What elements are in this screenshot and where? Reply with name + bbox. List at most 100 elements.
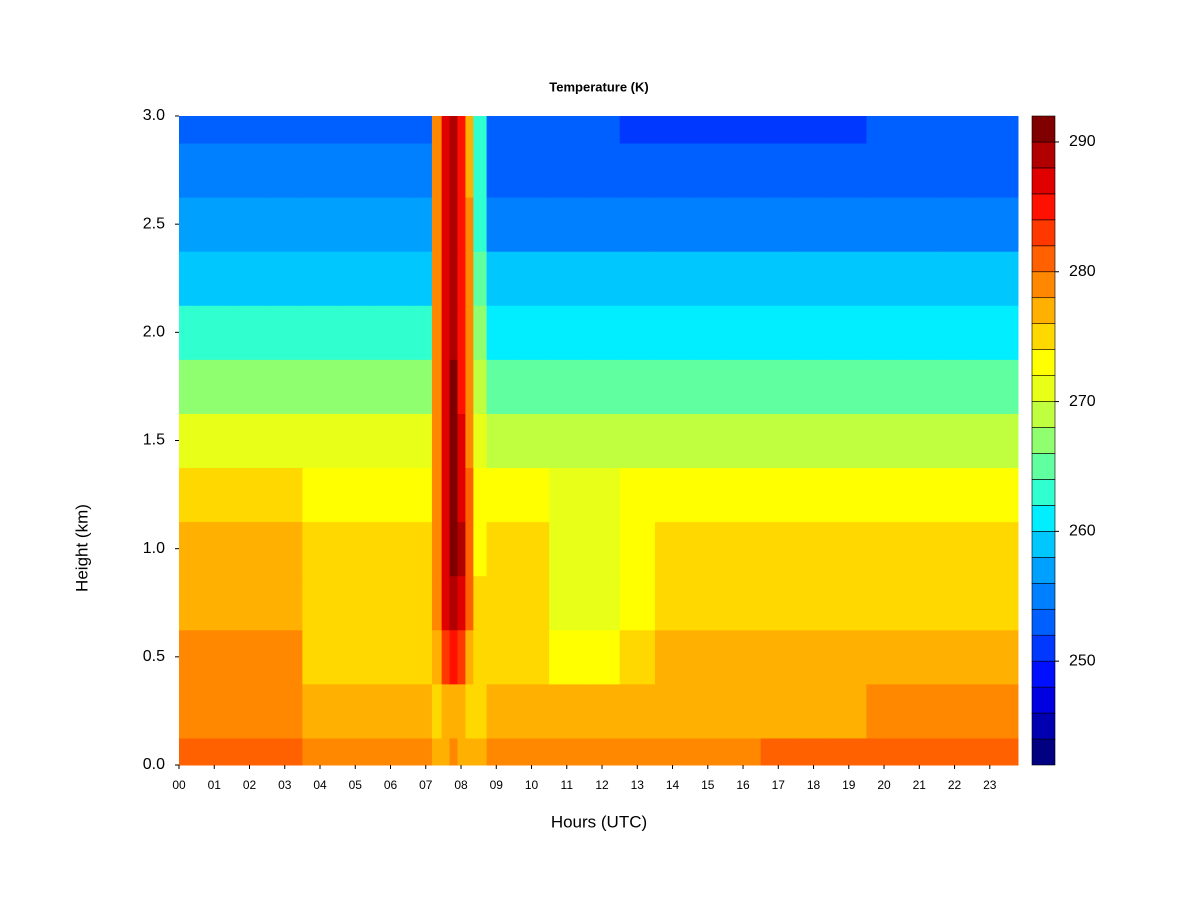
colorbar-tick-label: 280 [1069, 263, 1096, 280]
heat-cell [337, 521, 374, 577]
colorbar-box [1031, 660, 1056, 688]
heat-cell [449, 251, 458, 306]
heat-cell [196, 521, 233, 577]
heat-cell [457, 575, 466, 631]
heat-cell [549, 683, 585, 739]
heat-cell [231, 251, 268, 306]
heat-cell [267, 251, 303, 306]
heat-cell [486, 629, 515, 685]
x-tick-label: 23 [983, 778, 997, 792]
heat-cell [465, 737, 474, 766]
heat-cell [465, 359, 474, 414]
heat-cell [654, 629, 691, 685]
heat-cell [866, 521, 903, 577]
heat-cell [690, 116, 726, 144]
heat-cell [457, 521, 466, 577]
heat-cell [441, 467, 451, 523]
heat-cell [619, 359, 656, 414]
heat-cell [725, 116, 762, 144]
heat-cell [441, 359, 451, 414]
colorbar-box [1031, 427, 1056, 454]
heat-cell [901, 413, 938, 469]
heat-cell [619, 197, 656, 252]
x-tick-label: 12 [595, 778, 609, 792]
heat-cell [196, 359, 233, 414]
heat-cell [486, 413, 515, 469]
heat-cell [372, 143, 409, 198]
heat-cell [831, 305, 867, 360]
heat-cell [725, 737, 762, 766]
heat-cell [972, 467, 1019, 523]
heat-cell [302, 521, 339, 577]
heat-cell [513, 251, 550, 306]
heat-cell [372, 359, 409, 414]
x-tick-label: 00 [172, 778, 186, 792]
heat-cell [795, 467, 832, 523]
heat-cell [972, 116, 1019, 144]
heat-cell [901, 737, 938, 766]
heat-cell [584, 467, 621, 523]
heat-cell [473, 251, 488, 306]
heat-cell [196, 305, 233, 360]
heat-cell [584, 629, 621, 685]
y-tick-label: 1.0 [143, 540, 165, 557]
heat-cell [431, 467, 443, 523]
heat-cell [486, 143, 515, 198]
heat-cell [302, 467, 339, 523]
heat-cell [619, 305, 656, 360]
heat-cell [449, 143, 458, 198]
heat-cell [901, 197, 938, 252]
heat-cell [549, 737, 585, 766]
heat-cell [372, 683, 409, 739]
heat-cell [760, 116, 797, 144]
heat-cell [760, 143, 797, 198]
x-tick-label: 06 [384, 778, 398, 792]
heat-cell [619, 737, 656, 766]
heat-cell [936, 359, 973, 414]
heat-cell [337, 116, 374, 144]
heat-cell [901, 305, 938, 360]
x-tick-label: 02 [243, 778, 257, 792]
chart-title: Temperature (K) [549, 79, 648, 94]
heat-cell [408, 629, 433, 685]
heat-cell [372, 197, 409, 252]
heat-cell [179, 143, 198, 198]
heat-cell [690, 629, 726, 685]
colorbar-box [1031, 193, 1056, 221]
heat-cell [866, 197, 903, 252]
heat-cell [619, 116, 656, 144]
colorbar-box [1031, 375, 1056, 402]
colorbar-box [1031, 531, 1056, 558]
heat-cell [486, 521, 515, 577]
heat-cell [441, 683, 451, 739]
heat-cell [725, 521, 762, 577]
heat-cell [486, 359, 515, 414]
heat-cell [513, 575, 550, 631]
heat-cell [866, 413, 903, 469]
heat-cell [725, 467, 762, 523]
heat-cell [936, 575, 973, 631]
heat-cell [760, 359, 797, 414]
heat-cell [231, 521, 268, 577]
heat-cell [901, 143, 938, 198]
heat-cell [441, 737, 451, 766]
heat-cell [465, 305, 474, 360]
heat-cell [972, 521, 1019, 577]
heat-cell [196, 629, 233, 685]
heat-cell [179, 683, 198, 739]
colorbar-box [1031, 686, 1056, 714]
heat-cell [972, 629, 1019, 685]
heat-cell [372, 575, 409, 631]
heat-cell [372, 629, 409, 685]
heat-cell [936, 737, 973, 766]
heat-cell [831, 197, 867, 252]
heat-cell [267, 359, 303, 414]
colorbar-tick-label: 250 [1069, 652, 1096, 669]
heat-cell [431, 521, 443, 577]
heat-cell [441, 413, 451, 469]
heat-cell [654, 143, 691, 198]
heat-cell [936, 413, 973, 469]
heat-cell [513, 305, 550, 360]
heat-cell [465, 521, 474, 577]
heat-cell [473, 521, 488, 577]
